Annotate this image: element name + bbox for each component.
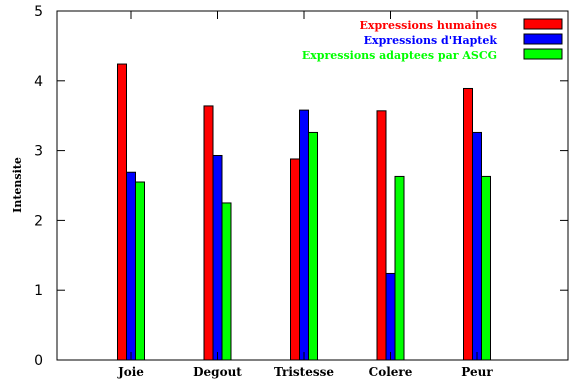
y-axis-title: Intensite xyxy=(11,157,24,213)
bar-degout-series-3 xyxy=(221,202,232,361)
bar-tristesse-series-3 xyxy=(308,131,318,361)
x-category-label: Tristesse xyxy=(274,365,334,379)
y-tick-label: 5 xyxy=(34,4,43,20)
bar-peur-series-3 xyxy=(481,175,491,361)
x-category-label: Colere xyxy=(369,365,413,379)
bar-tristesse-series-1 xyxy=(290,158,300,361)
bar-colere-series-2 xyxy=(385,272,396,361)
bar-colere-series-3 xyxy=(394,175,405,361)
legend-label: Expressions d'Haptek xyxy=(364,34,498,47)
legend-swatch xyxy=(523,18,563,30)
bar-degout-series-1 xyxy=(203,105,214,361)
x-category-label: Degout xyxy=(193,365,242,379)
x-category-label: Peur xyxy=(461,365,493,379)
bar-joie-series-3 xyxy=(135,181,145,361)
y-tick-label: 2 xyxy=(34,213,43,229)
bar-joie-series-1 xyxy=(117,63,127,361)
y-tick-label: 0 xyxy=(34,353,43,369)
y-tick-label: 1 xyxy=(34,283,43,299)
bar-colere-series-1 xyxy=(376,110,387,361)
bars xyxy=(117,63,491,361)
bar-degout-series-2 xyxy=(212,154,223,361)
y-tick-label: 4 xyxy=(34,74,43,90)
bar-joie-series-2 xyxy=(126,171,136,361)
legend-swatch xyxy=(523,33,563,45)
legend: Expressions humaines Expressions d'Haptek… xyxy=(302,18,563,62)
y-axis: 0 1 2 3 4 5 xyxy=(34,4,568,369)
bar-peur-series-1 xyxy=(463,87,473,361)
x-axis: Joie Degout Tristesse Colere Peur xyxy=(117,11,493,379)
y-tick-label: 3 xyxy=(34,144,43,160)
legend-swatch xyxy=(523,48,563,60)
bar-peur-series-2 xyxy=(472,131,482,361)
legend-label: Expressions adaptees par ASCG xyxy=(302,49,497,62)
bar-tristesse-series-2 xyxy=(299,109,309,361)
x-category-label: Joie xyxy=(117,365,144,379)
legend-label: Expressions humaines xyxy=(360,19,497,32)
